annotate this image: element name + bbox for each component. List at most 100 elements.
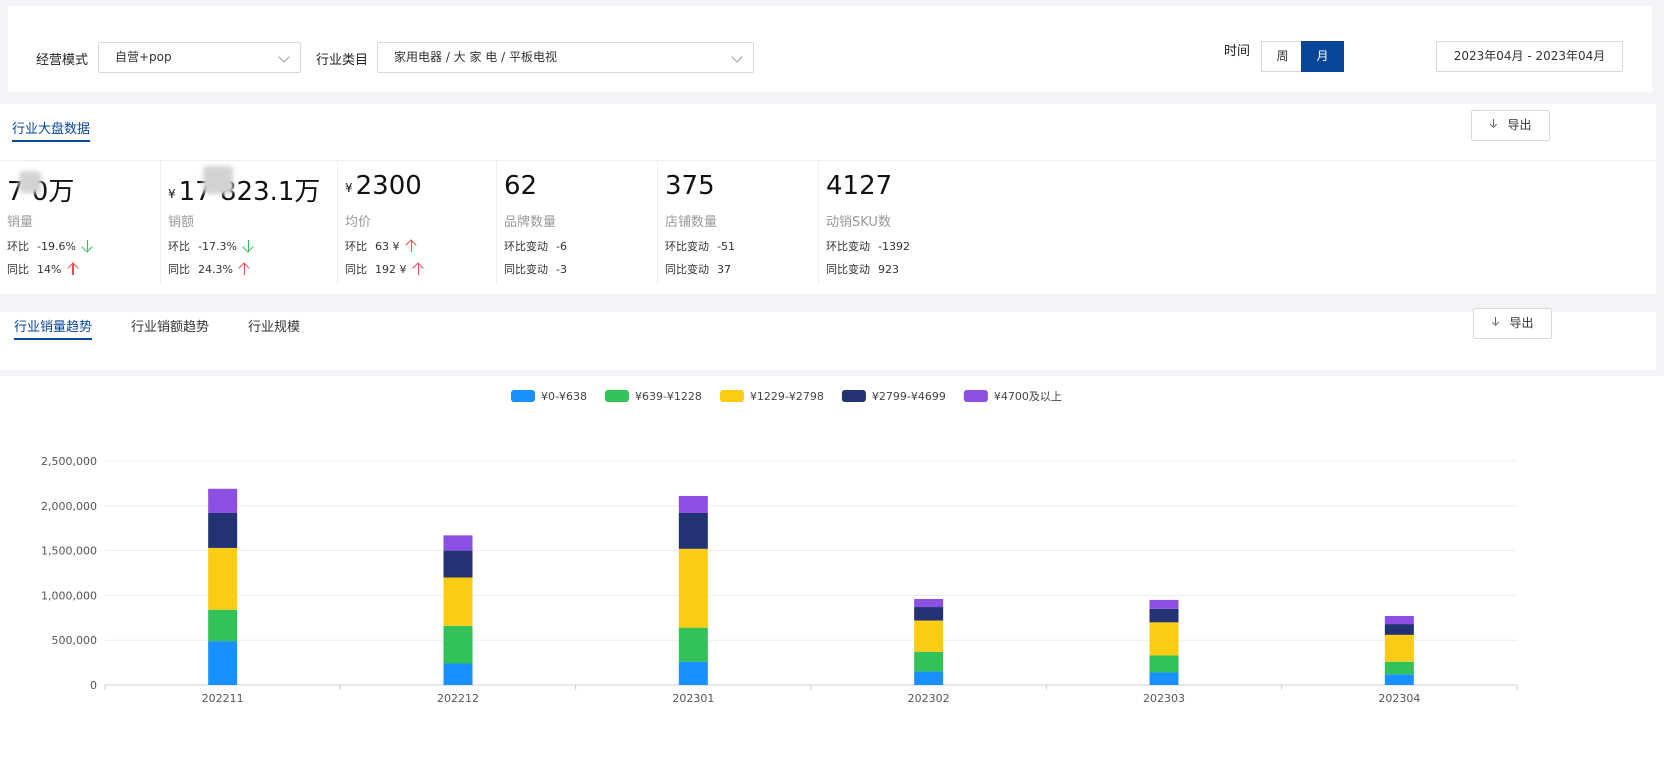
market-panel: 行业大盘数据 导出 7 0万 销量 环比 -19.6% 同比 14% ¥17 823.1万销… [0,104,1656,294]
legend-label: ¥639-¥1228 [635,390,702,403]
bar-segment [1384,616,1414,625]
mom-value: 63 ¥ [375,240,400,253]
metric-mom-row: 环比变动 -1392 [826,238,910,254]
filter-bar: 经营模式 自营+pop 行业类目 家用电器 / 大 家 电 / 平板电视 时间 … [8,6,1652,92]
metric-value: ¥17 823.1万 [168,171,320,208]
arrow-up-icon [413,262,425,275]
tab-industry-scale[interactable]: 行业规模 [248,320,301,335]
mom-label: 环比变动 [504,240,548,253]
mom-value: -6 [556,240,567,253]
week-toggle[interactable]: 周 [1261,41,1304,72]
legend-swatch [963,390,988,402]
mom-label: 环比变动 [826,240,870,253]
metric-number: 375 [665,171,715,201]
export-button-label: 导出 [1507,118,1532,132]
yoy-value: 14% [37,263,62,276]
mom-value: -1392 [878,240,910,253]
mom-value: -17.3% [198,240,237,253]
metric-number: 4127 [826,171,893,201]
metric-yoy-row: 同比 14% [7,261,79,277]
legend-label: ¥0-¥638 [541,390,587,403]
y-tick-label: 500,000 [52,634,98,647]
export-button[interactable]: 导出 [1473,308,1552,339]
metric-name: 销额 [168,215,195,230]
bar-segment [914,651,944,672]
bar-segment [678,627,708,662]
bar-segment [443,550,473,578]
metric-card: 375 店铺数量 环比变动 -51 同比变动 37 [658,161,819,284]
arrow-up-icon [67,262,79,275]
yoy-label: 同比 [168,263,190,276]
x-tick-label: 202304 [1378,692,1420,705]
tab-sales-amount-trend[interactable]: 行业销额趋势 [131,320,210,335]
category-label: 行业类目 [316,53,369,68]
metric-card: 7 0万 销量 环比 -19.6% 同比 14% [0,161,161,284]
yoy-value: 24.3% [198,263,233,276]
y-tick-label: 2,000,000 [41,500,97,513]
bar-segment [443,663,473,685]
bar-segment [208,512,238,548]
tab-sales-volume-trend[interactable]: 行业销量趋势 [14,316,93,340]
bar-segment [914,671,944,685]
download-icon [1489,119,1499,130]
trend-panel: 行业销量趋势 行业销额趋势 行业规模 导出 [0,308,1656,370]
redaction-blur [203,166,233,194]
metric-card: ¥2300 均价 环比 63 ¥ 同比 192 ¥ [338,161,497,284]
x-tick-label: 202302 [908,692,950,705]
category-select[interactable]: 家用电器 / 大 家 电 / 平板电视 [377,42,754,73]
mode-label: 经营模式 [36,53,89,68]
yoy-label: 同比变动 [826,263,870,276]
category-select-value: 家用电器 / 大 家 电 / 平板电视 [394,50,557,64]
y-tick-label: 1,500,000 [41,545,97,558]
legend-label: ¥4700及以上 [994,390,1062,403]
chevron-down-icon [731,51,743,63]
month-toggle[interactable]: 月 [1301,41,1344,72]
arrow-up-icon [239,262,251,275]
mom-value: -51 [717,240,735,253]
metric-number: 17 823.1万 [178,177,321,207]
arrow-down-icon [243,239,255,252]
metric-value: 4127 [826,171,892,201]
mode-select[interactable]: 自营+pop [98,42,301,73]
legend-swatch [511,390,535,402]
x-tick-label: 202301 [672,692,714,705]
metric-name: 店铺数量 [665,215,718,230]
bar-segment [678,512,708,549]
bar-segment [208,641,238,685]
metric-yoy-row: 同比变动 923 [826,261,899,277]
metric-number: 62 [504,171,538,201]
metric-yoy-row: 同比变动 37 [665,261,731,277]
mom-label: 环比 [7,240,29,253]
bar-segment [1149,655,1179,673]
metric-yoy-row: 同比变动 -3 [504,261,567,277]
y-tick-label: 0 [90,679,97,692]
bar-segment [1149,608,1179,623]
tab-market-data[interactable]: 行业大盘数据 [12,118,91,142]
metric-card: 4127 动销SKU数 环比变动 -1392 同比变动 923 [819,161,949,284]
time-label: 时间 [1224,44,1251,59]
yoy-label: 同比变动 [504,263,548,276]
y-tick-label: 1,000,000 [41,589,97,602]
metric-mom-row: 环比 -19.6% [7,238,94,254]
bar-segment [1384,674,1414,685]
bar-segment [1149,672,1179,685]
bar-segment [443,577,473,626]
metric-number: 2300 [355,171,422,201]
metric-name: 均价 [345,215,372,230]
divider [0,160,1656,161]
legend-label: ¥2799-¥4699 [872,390,946,403]
bar-segment [914,598,944,608]
legend-swatch [719,390,744,402]
bar-segment [678,548,708,628]
yoy-label: 同比 [7,263,29,276]
bar-segment [208,609,238,642]
legend-swatch [841,390,866,402]
date-range-picker[interactable]: 2023年04月 - 2023年04月 [1436,41,1623,72]
bar-segment [678,495,708,513]
metric-yoy-row: 同比 24.3% [168,261,251,277]
bar-segment [914,607,944,621]
chart-panel: 0 500,000 1,000,000 1,500,000 2,000,000 2,500… [0,376,1664,769]
metric-name: 动销SKU数 [826,215,891,230]
export-button[interactable]: 导出 [1471,110,1550,141]
yoy-value: -3 [556,263,567,276]
